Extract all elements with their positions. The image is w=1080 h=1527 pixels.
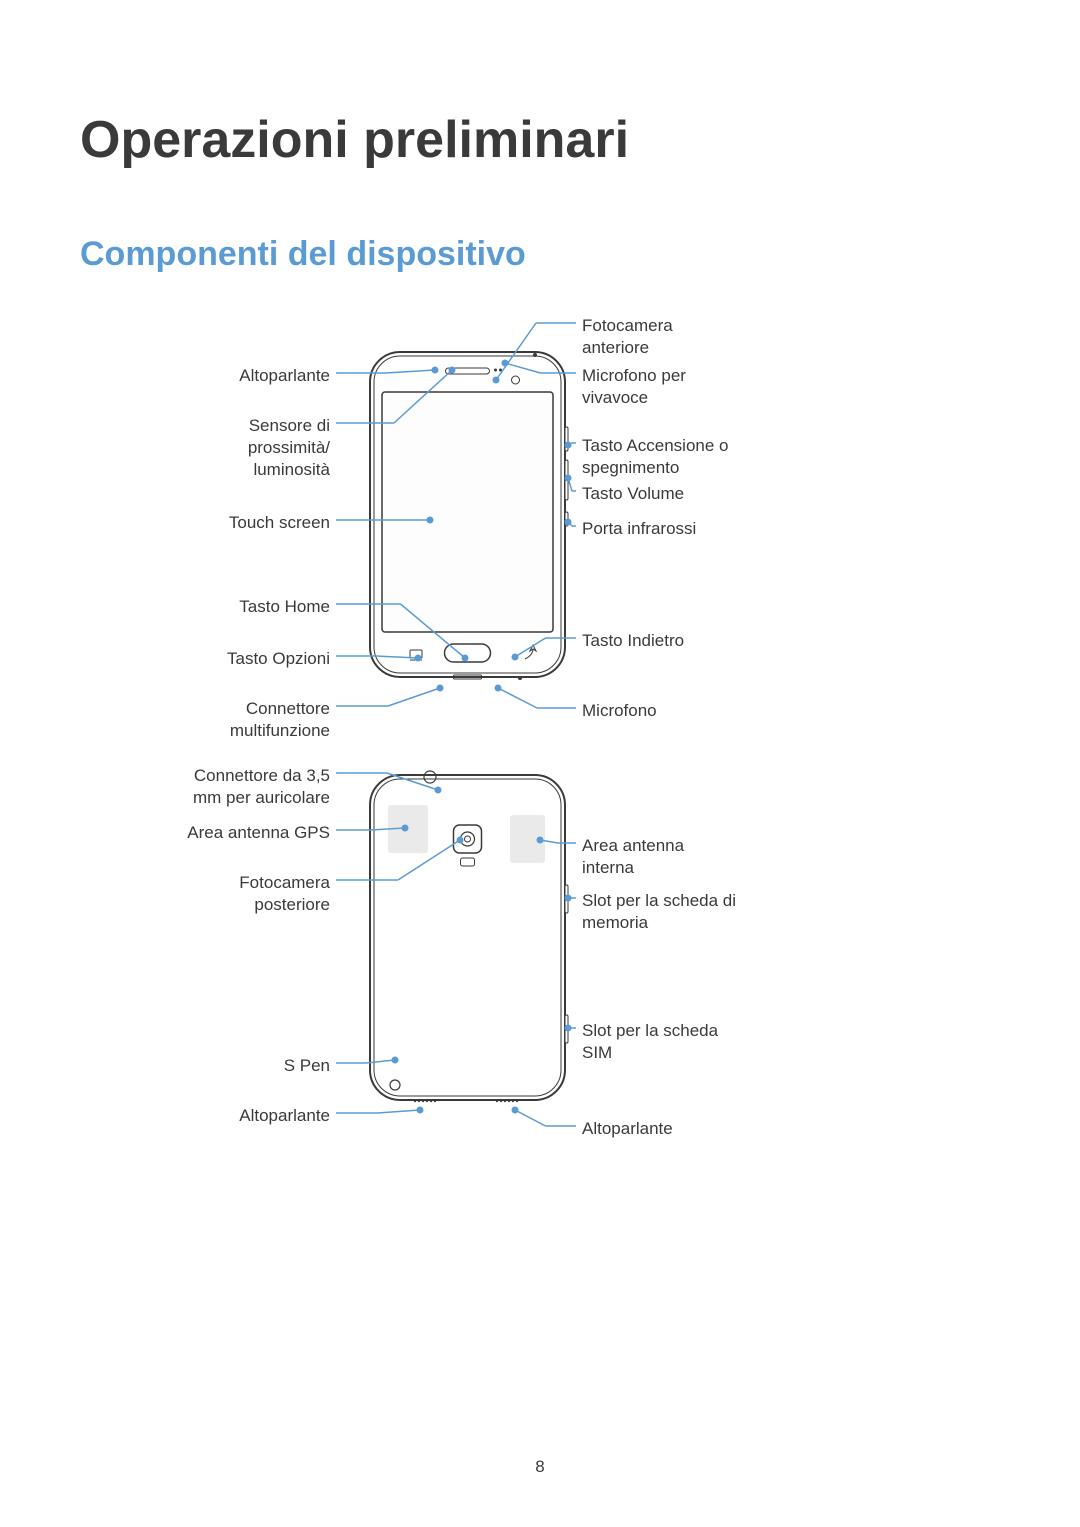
- label-altoparlante_front: Altoparlante: [130, 365, 330, 387]
- page-title: Operazioni preliminari: [80, 110, 629, 170]
- label-slot_sim: Slot per la scheda SIM: [582, 1020, 802, 1064]
- label-fotocamera_post: Fotocamera posteriore: [130, 872, 330, 916]
- label-microfono_vivavoce: Microfono per vivavoce: [582, 365, 802, 409]
- label-opzioni: Tasto Opzioni: [130, 648, 330, 670]
- label-gps: Area antenna GPS: [130, 822, 330, 844]
- label-microfono: Microfono: [582, 700, 802, 722]
- label-touchscreen: Touch screen: [130, 512, 330, 534]
- section-title: Componenti del dispositivo: [80, 235, 526, 274]
- label-accensione: Tasto Accensione o spegnimento: [582, 435, 802, 479]
- device-diagram: Altoparlante Sensore di prossimità/ lumin…: [0, 300, 1080, 1180]
- label-infrarossi: Porta infrarossi: [582, 518, 802, 540]
- page-number: 8: [0, 1457, 1080, 1477]
- label-altoparlante_back_r: Altoparlante: [582, 1118, 802, 1140]
- label-altoparlante_back_l: Altoparlante: [130, 1105, 330, 1127]
- label-slot_memoria: Slot per la scheda di memoria: [582, 890, 802, 934]
- manual-page: Operazioni preliminari Componenti del di…: [0, 0, 1080, 1527]
- label-home: Tasto Home: [130, 596, 330, 618]
- label-antenna_interna: Area antenna interna: [582, 835, 802, 879]
- label-jack35: Connettore da 3,5 mm per auricolare: [130, 765, 330, 809]
- label-sensore: Sensore di prossimità/ luminosità: [130, 415, 330, 481]
- label-fotocamera_ant: Fotocamera anteriore: [582, 315, 802, 359]
- label-indietro: Tasto Indietro: [582, 630, 802, 652]
- label-spen: S Pen: [130, 1055, 330, 1077]
- label-connettore_multi: Connettore multifunzione: [130, 698, 330, 742]
- label-volume: Tasto Volume: [582, 483, 802, 505]
